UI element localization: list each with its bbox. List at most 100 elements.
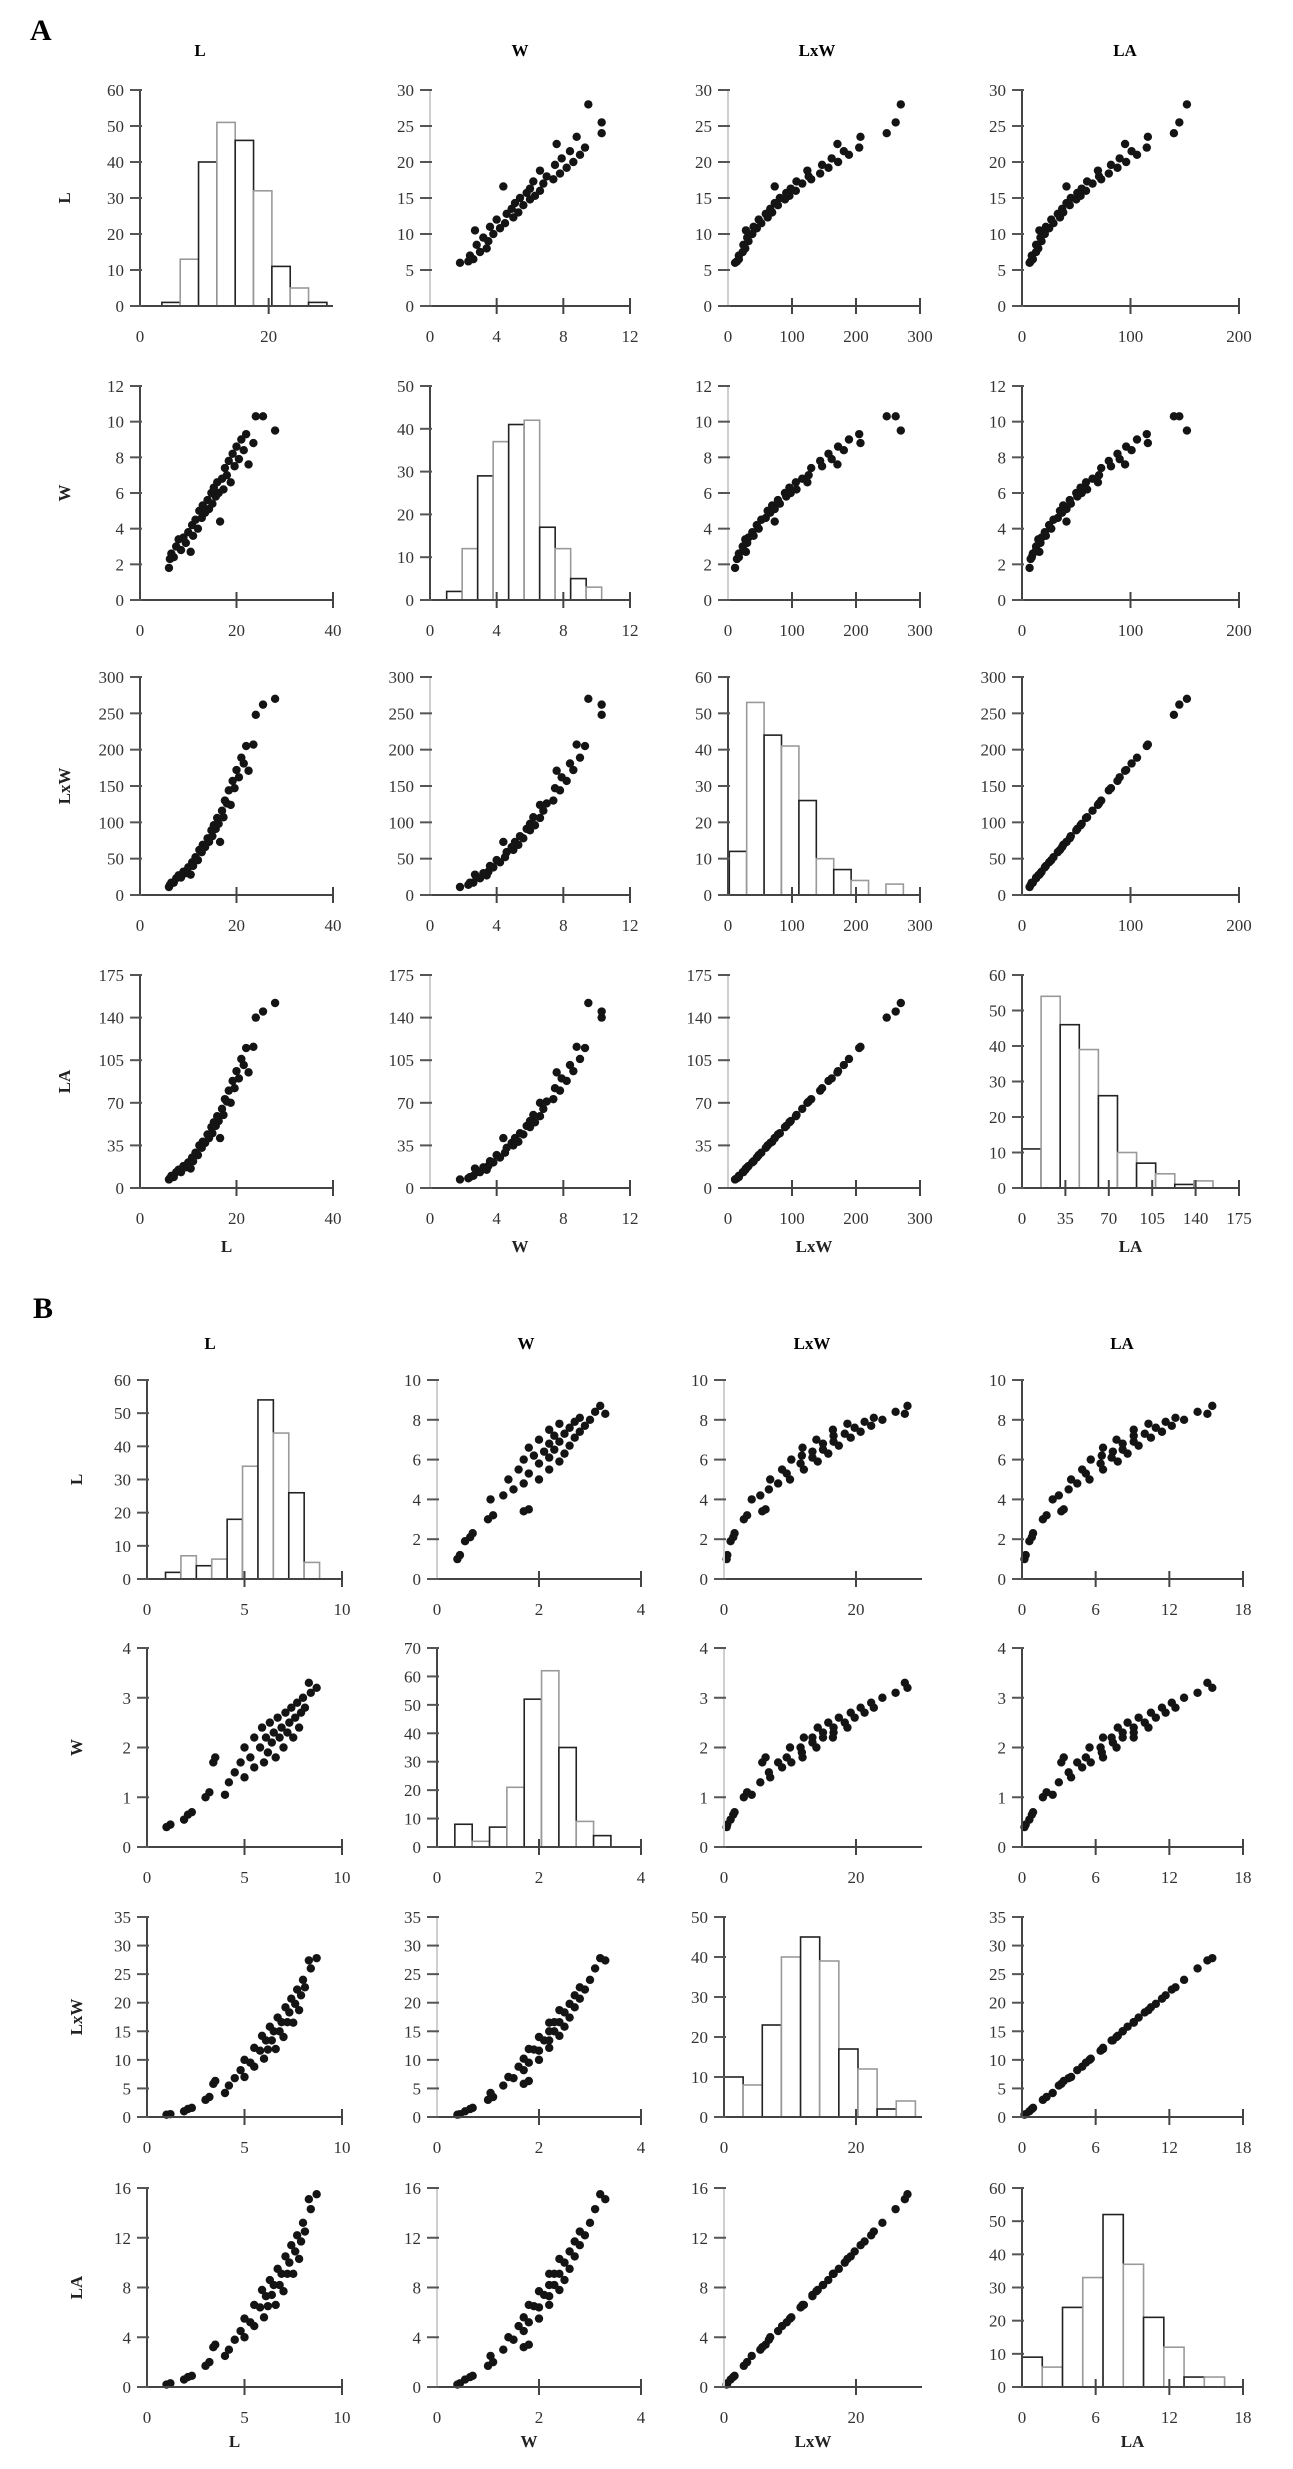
y-tick-label: 25	[404, 1965, 421, 1984]
x-tick-label: 4	[637, 2408, 646, 2427]
y-tick-label: 60	[695, 668, 712, 687]
x-tick-label: 2	[535, 2408, 544, 2427]
scatter-point	[545, 1465, 554, 1474]
scatter-point	[764, 1485, 774, 1494]
x-tick-label: 6	[1091, 1600, 1100, 1619]
y-tick-label: 140	[687, 1009, 713, 1028]
scatter-point	[1106, 783, 1116, 793]
scatter-point	[279, 2287, 288, 2296]
y-tick-label: 10	[989, 1144, 1006, 1163]
scatter-point	[834, 2264, 844, 2274]
scatter-point	[562, 163, 571, 172]
scatter-point	[287, 1703, 296, 1712]
y-tick-label: 100	[99, 813, 125, 832]
scatter-point	[596, 2190, 605, 2199]
scatter-point	[812, 1435, 821, 1444]
y-tick-label: 20	[695, 813, 712, 832]
scatter-point	[525, 184, 535, 193]
y-tick-label: 30	[695, 777, 712, 796]
scatter-point	[545, 1425, 554, 1434]
x-tick-label: 5	[240, 1868, 249, 1887]
scatter-point	[279, 2032, 288, 2042]
y-tick-label: 25	[695, 117, 712, 136]
scatter-point	[1112, 1435, 1121, 1444]
y-tick-label: 10	[404, 2051, 421, 2070]
histogram-bar	[799, 1936, 821, 2118]
scatter-point	[187, 1807, 197, 1817]
scatter-point	[291, 2247, 300, 2256]
y-tick-label: 0	[123, 1838, 132, 1857]
scatter-point	[570, 2237, 579, 2246]
scatter-point	[1182, 100, 1192, 109]
scatter-point	[824, 163, 833, 172]
scatter-point	[833, 460, 842, 469]
y-tick-label: 40	[695, 741, 712, 760]
scatter-point	[803, 166, 812, 175]
histogram-bar	[838, 2048, 859, 2118]
scatter-point	[306, 1688, 315, 1697]
scatter-point	[539, 1447, 549, 1456]
scatter-point	[515, 831, 525, 841]
y-tick-label: 0	[700, 2378, 709, 2397]
scatter-point	[261, 2036, 271, 2045]
scatter-point	[850, 2247, 859, 2256]
matrix-cell-la-vs-la: 0 10 20 30 40 50 60 0 35 70 105 140 175	[989, 966, 1252, 1228]
histogram-bar	[742, 2084, 764, 2118]
scatter-point	[534, 1475, 544, 1484]
scatter-point	[590, 2204, 600, 2214]
scatter-point	[758, 1758, 767, 1767]
x-tick-label: 5	[240, 2138, 249, 2157]
scatter-point	[186, 870, 195, 879]
scatter-point	[292, 2231, 302, 2240]
scatter-point	[1157, 1427, 1167, 1436]
scatter-point	[176, 545, 186, 555]
scatter-point	[555, 2254, 564, 2264]
scatter-point	[258, 700, 268, 709]
scatter-point	[257, 1723, 267, 1732]
scatter-point	[529, 177, 538, 186]
x-tick-label: 12	[622, 916, 639, 935]
x-axis-title-w: W	[521, 2432, 538, 2451]
histogram-bar	[287, 1491, 305, 1580]
scatter-point	[818, 1445, 828, 1454]
y-tick-label: 10	[114, 2051, 131, 2070]
y-tick-label: 10	[695, 225, 712, 244]
y-tick-label: 3	[998, 1689, 1007, 1708]
x-tick-label: 40	[325, 1209, 342, 1228]
y-tick-label: 15	[114, 2022, 131, 2041]
scatter-point	[259, 2313, 269, 2322]
y-tick-label: 60	[114, 1371, 131, 1390]
scatter-point	[730, 1807, 739, 1817]
scatter-point	[510, 837, 520, 847]
scatter-point	[843, 1723, 852, 1732]
matrix-cell-la-vs-lxw: 0 35 70 105 140 175 0 100 200 300	[687, 966, 933, 1228]
histogram-bar	[832, 868, 852, 896]
x-tick-label: 0	[720, 2138, 729, 2157]
x-tick-label: 0	[136, 327, 145, 346]
scatter-point	[1081, 478, 1091, 487]
matrix-cell-lxw-vs-l: 0 50 100 150 200 250 300 0 20 40	[99, 668, 342, 935]
scatter-point	[193, 1150, 203, 1160]
y-tick-label: 10	[691, 1371, 708, 1390]
y-tick-label: 0	[116, 886, 125, 905]
scatter-point	[166, 1820, 175, 1829]
scatter-point	[219, 813, 228, 822]
scatter-point	[488, 1511, 498, 1520]
scatter-point	[1120, 766, 1130, 775]
histogram-bar	[569, 577, 587, 601]
scatter-point	[597, 1013, 606, 1022]
x-tick-label: 2	[535, 2138, 544, 2157]
x-tick-label: 200	[1226, 916, 1252, 935]
scatter-point	[1062, 182, 1071, 191]
y-tick-label: 15	[397, 189, 414, 208]
y-tick-label: 10	[404, 1810, 421, 1829]
scatter-point	[1025, 563, 1034, 573]
scatter-point	[312, 1683, 321, 1693]
y-tick-label: 2	[116, 555, 125, 574]
scatter-point	[524, 1469, 533, 1478]
scatter-point	[1098, 2044, 1108, 2054]
y-tick-label: 0	[704, 297, 713, 316]
scatter-point	[475, 247, 485, 257]
y-tick-label: 60	[989, 966, 1006, 985]
scatter-point	[209, 2079, 218, 2089]
